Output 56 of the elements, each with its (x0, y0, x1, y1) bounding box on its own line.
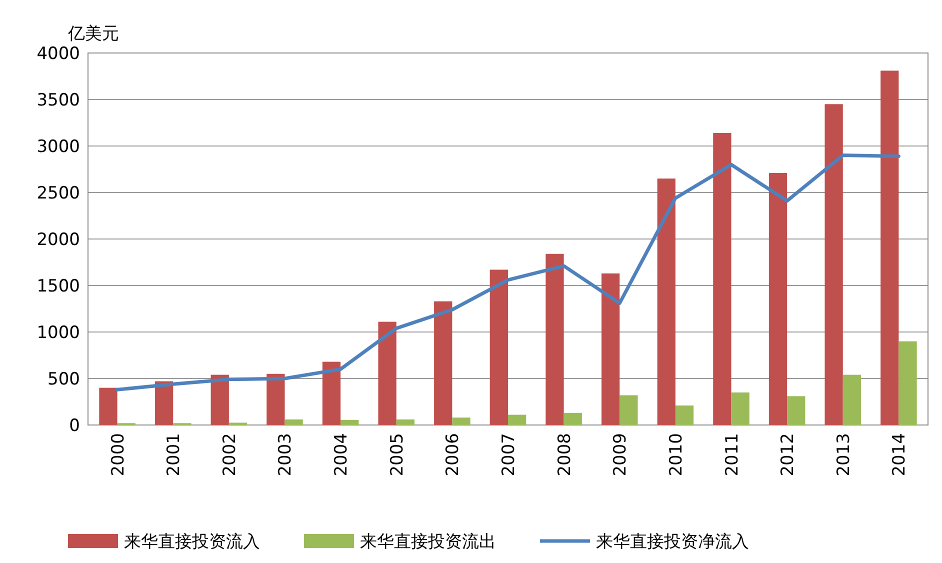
x-tick-label: 2014 (890, 433, 910, 476)
y-tick-label: 3500 (36, 90, 80, 110)
y-tick-label: 2000 (36, 230, 80, 250)
line-series (116, 154, 900, 392)
bar (842, 374, 862, 425)
bar (508, 414, 526, 425)
bar (452, 418, 470, 425)
x-tick-label: 2004 (332, 433, 352, 476)
bar (731, 392, 750, 425)
bar (546, 254, 564, 425)
bar (880, 70, 899, 425)
x-tick-label: 2001 (164, 433, 184, 476)
x-tick-label: 2007 (499, 433, 519, 476)
bar (787, 396, 806, 425)
bar (154, 381, 174, 425)
x-tick-label: 2012 (778, 433, 798, 476)
x-tick-label: 2000 (108, 433, 128, 476)
x-tick-label: 2002 (220, 433, 240, 476)
bar (713, 132, 732, 425)
bar (322, 362, 341, 425)
bar (434, 301, 452, 425)
legend-label: 来华直接投资流入 (124, 532, 260, 552)
y-tick-label: 0 (69, 416, 80, 436)
bar (340, 420, 359, 425)
bar (768, 172, 788, 425)
bar (657, 178, 676, 425)
x-tick-label: 2009 (610, 433, 631, 476)
y-tick-label: 2500 (36, 184, 80, 204)
bar (601, 273, 620, 425)
x-tick-label: 2010 (666, 433, 686, 476)
y-tick-label: 4000 (36, 44, 80, 64)
x-tick-label: 2005 (387, 433, 408, 476)
bar (490, 270, 508, 425)
bar (266, 374, 285, 425)
x-tick-label: 2013 (834, 433, 854, 476)
x-tick-label: 2003 (276, 433, 296, 476)
x-tick-label: 2008 (554, 433, 575, 476)
x-tick-label: 2006 (443, 433, 464, 476)
bar (564, 412, 582, 425)
y-tick-label: 500 (48, 370, 80, 390)
bar (396, 419, 415, 425)
bar (675, 405, 694, 425)
y-tick-label: 1000 (36, 323, 80, 343)
y-axis-title: 亿美元 (67, 24, 119, 44)
bar (620, 395, 638, 425)
bar (210, 374, 229, 425)
y-tick-label: 3000 (36, 137, 80, 157)
bar (284, 419, 303, 425)
bar (824, 104, 843, 425)
bar (378, 322, 396, 425)
legend-label: 来华直接投资净流入 (596, 532, 749, 552)
y-tick-label: 1500 (36, 276, 80, 296)
bar (898, 341, 917, 425)
legend-label: 来华直接投资流出 (360, 532, 496, 552)
x-tick-label: 2011 (722, 433, 742, 476)
bar (99, 388, 118, 425)
